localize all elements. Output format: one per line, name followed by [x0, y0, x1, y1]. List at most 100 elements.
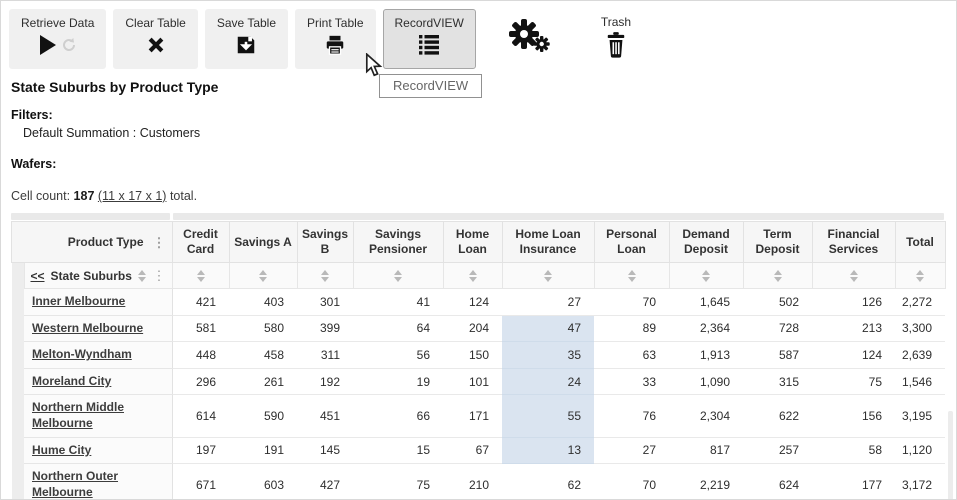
data-cell[interactable]: 171	[443, 394, 502, 438]
data-cell[interactable]: 671	[172, 463, 229, 499]
row-header-cell[interactable]: Hume City	[24, 437, 173, 465]
print-table-button[interactable]: Print Table	[295, 9, 376, 69]
sort-icon[interactable]	[468, 270, 477, 283]
data-cell[interactable]: 3,172	[895, 463, 945, 499]
row-header-link[interactable]: Moreland City	[32, 373, 112, 388]
column-sort-cell[interactable]	[171, 262, 230, 289]
data-cell[interactable]: 67	[443, 437, 502, 465]
data-cell[interactable]: 24	[502, 368, 594, 396]
data-cell[interactable]: 502	[743, 288, 812, 316]
table-scrollbar[interactable]	[948, 411, 953, 499]
data-cell[interactable]: 624	[743, 463, 812, 499]
column-sort-cell[interactable]	[593, 262, 670, 289]
save-table-button[interactable]: Save Table	[204, 9, 289, 69]
data-cell[interactable]: 27	[594, 437, 669, 465]
data-cell[interactable]: 622	[743, 394, 812, 438]
row-header-cell[interactable]: Northern Middle Melbourne	[24, 394, 173, 438]
sort-icon[interactable]	[394, 270, 402, 283]
column-header[interactable]: Home Loan Insurance	[501, 221, 595, 263]
data-cell[interactable]: 33	[594, 368, 669, 396]
sort-icon[interactable]	[544, 270, 552, 283]
data-cell[interactable]: 1,120	[895, 437, 945, 465]
sort-icon[interactable]	[702, 270, 710, 283]
column-header[interactable]: Savings Pensioner	[352, 221, 444, 263]
data-cell[interactable]: 399	[297, 315, 353, 343]
data-cell[interactable]: 56	[353, 341, 443, 369]
data-cell[interactable]: 47	[502, 315, 594, 343]
trash-button[interactable]: Trash	[593, 9, 639, 69]
data-cell[interactable]: 192	[297, 368, 353, 396]
data-cell[interactable]: 301	[297, 288, 353, 316]
column-sort-cell[interactable]	[894, 262, 946, 289]
data-cell[interactable]: 311	[297, 341, 353, 369]
row-header-cell[interactable]: Melton-Wyndham	[24, 341, 173, 369]
data-cell[interactable]: 156	[812, 394, 895, 438]
data-cell[interactable]: 451	[297, 394, 353, 438]
column-header[interactable]: Credit Card	[171, 221, 230, 263]
data-cell[interactable]: 63	[594, 341, 669, 369]
data-cell[interactable]: 204	[443, 315, 502, 343]
data-cell[interactable]: 70	[594, 463, 669, 499]
data-cell[interactable]: 13	[502, 437, 594, 465]
data-cell[interactable]: 261	[229, 368, 297, 396]
sort-icon[interactable]	[916, 270, 924, 283]
data-cell[interactable]: 1,090	[669, 368, 743, 396]
data-cell[interactable]: 76	[594, 394, 669, 438]
row-header-link[interactable]: Western Melbourne	[32, 320, 144, 335]
data-cell[interactable]: 603	[229, 463, 297, 499]
column-sort-cell[interactable]	[742, 262, 813, 289]
data-cell[interactable]: 315	[743, 368, 812, 396]
cell-count-link[interactable]: (11 x 17 x 1)	[97, 189, 167, 203]
kebab-menu-icon[interactable]: ⋮	[152, 268, 166, 283]
data-cell[interactable]: 35	[502, 341, 594, 369]
column-sort-cell[interactable]	[811, 262, 896, 289]
data-cell[interactable]: 403	[229, 288, 297, 316]
column-sort-cell[interactable]	[501, 262, 595, 289]
data-cell[interactable]: 1,913	[669, 341, 743, 369]
row-header-link[interactable]: Northern Outer Melbourne	[32, 469, 119, 499]
sort-icon[interactable]	[849, 270, 858, 283]
row-header-cell[interactable]: Northern Outer Melbourne	[24, 463, 173, 499]
data-cell[interactable]: 614	[172, 394, 229, 438]
data-cell[interactable]: 124	[812, 341, 895, 369]
data-cell[interactable]: 19	[353, 368, 443, 396]
data-cell[interactable]: 257	[743, 437, 812, 465]
kebab-menu-icon[interactable]: ⋮	[152, 234, 166, 250]
sort-icon[interactable]	[259, 270, 267, 283]
data-cell[interactable]: 296	[172, 368, 229, 396]
collapse-link[interactable]: <<	[30, 268, 45, 283]
retrieve-data-button[interactable]: Retrieve Data	[9, 9, 107, 69]
data-cell[interactable]: 70	[594, 288, 669, 316]
data-cell[interactable]: 581	[172, 315, 229, 343]
sort-icon[interactable]	[196, 270, 205, 283]
data-cell[interactable]: 1,645	[669, 288, 743, 316]
data-cell[interactable]: 145	[297, 437, 353, 465]
column-header[interactable]: Savings A	[228, 221, 298, 263]
recordview-button[interactable]: RecordVIEW	[382, 9, 476, 69]
column-header[interactable]: Term Deposit	[742, 221, 813, 263]
clear-table-button[interactable]: Clear Table	[113, 9, 198, 69]
column-grip[interactable]	[173, 213, 944, 220]
column-header[interactable]: Demand Deposit	[668, 221, 744, 263]
data-cell[interactable]: 58	[812, 437, 895, 465]
data-cell[interactable]: 150	[443, 341, 502, 369]
data-cell[interactable]: 817	[669, 437, 743, 465]
data-cell[interactable]: 2,272	[895, 288, 945, 316]
row-header-link[interactable]: Hume City	[32, 442, 92, 457]
data-cell[interactable]: 210	[443, 463, 502, 499]
column-sort-cell[interactable]	[442, 262, 503, 289]
data-cell[interactable]: 2,639	[895, 341, 945, 369]
data-cell[interactable]: 124	[443, 288, 502, 316]
column-header[interactable]: Savings B	[296, 221, 354, 263]
data-cell[interactable]: 126	[812, 288, 895, 316]
column-header[interactable]: Home Loan	[442, 221, 503, 263]
row-header-link[interactable]: Melton-Wyndham	[32, 347, 132, 362]
data-cell[interactable]: 89	[594, 315, 669, 343]
data-cell[interactable]: 177	[812, 463, 895, 499]
corner-header-cell[interactable]: Product Type ⋮	[11, 221, 173, 263]
sort-icon[interactable]	[773, 270, 782, 283]
data-cell[interactable]: 448	[172, 341, 229, 369]
column-sort-cell[interactable]	[296, 262, 354, 289]
row-header-link[interactable]: Northern Middle Melbourne	[32, 400, 124, 430]
data-cell[interactable]: 580	[229, 315, 297, 343]
